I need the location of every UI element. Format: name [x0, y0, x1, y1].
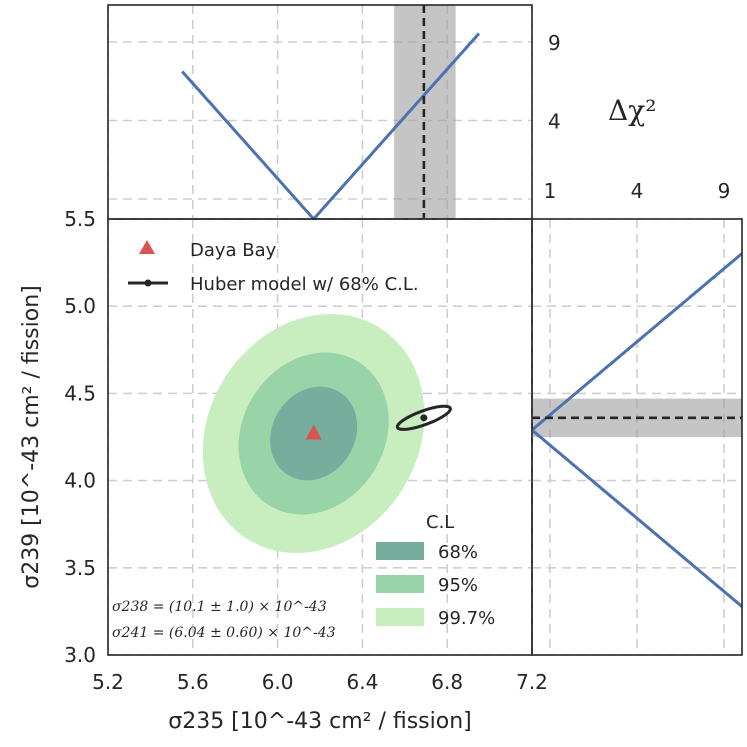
cl-legend-95-swatch	[376, 575, 424, 593]
sigma241-annotation: σ241 = (6.04 ± 0.60) × 10^-43	[112, 625, 336, 641]
huber-point	[420, 414, 428, 422]
x-tick-3: 6.4	[346, 670, 378, 694]
right-tick-labels: 1 4 9	[544, 179, 731, 203]
y-tick-labels: 3.0 3.5 4.0 4.5 5.0 5.5	[64, 207, 96, 667]
top-tick-1: 4	[548, 110, 561, 134]
sigma238-annotation: σ238 = (10.1 ± 1.0) × 10^-43	[112, 599, 327, 615]
top-tick-labels: 49	[548, 31, 561, 134]
y-tick-5: 5.5	[64, 207, 96, 231]
cl-legend-95-label: 95%	[438, 575, 478, 596]
legend-daya-bay-icon	[139, 240, 155, 254]
huber-model-marker	[395, 404, 452, 431]
top-tick-2: 9	[548, 31, 561, 55]
main-panel: 5.2 5.6 6.0 6.4 6.8 7.2 3.0 3.5 4.0 4.5 5.0 5.5 Da…	[64, 207, 548, 694]
y-tick-0: 3.0	[64, 643, 96, 667]
cl-legend-997-swatch	[376, 608, 424, 626]
top-panel: 49	[107, 4, 561, 220]
cl-legend-997-label: 99.7%	[438, 608, 495, 629]
cl-legend-title: C.L	[426, 512, 454, 533]
x-tick-0: 5.2	[92, 670, 124, 694]
daya-bay-marker	[305, 424, 322, 440]
top-chi2-curve	[181, 32, 481, 219]
x-tick-2: 6.0	[262, 670, 294, 694]
x-tick-5: 7.2	[516, 670, 548, 694]
x-tick-labels: 5.2 5.6 6.0 6.4 6.8 7.2	[92, 670, 548, 694]
main-frame	[107, 218, 533, 656]
x-axis-label: σ235 [10^-43 cm² / fission]	[168, 709, 472, 734]
legend-huber-dot	[144, 279, 152, 287]
top-grid	[107, 5, 533, 219]
x-tick-4: 6.8	[431, 670, 463, 694]
cl-legend-68-label: 68%	[438, 542, 478, 563]
y-axis-label: σ239 [10^-43 cm² / fission]	[19, 285, 44, 589]
right-tick-2: 9	[718, 179, 731, 203]
right-panel: 1 4 9	[531, 179, 743, 656]
right-tick-1: 4	[631, 179, 644, 203]
right-tick-0: 1	[544, 179, 557, 203]
y-tick-2: 4.0	[64, 469, 96, 493]
y-tick-4: 5.0	[64, 294, 96, 318]
y-tick-1: 3.5	[64, 556, 96, 580]
marker-legend: Daya Bay Huber model w/ 68% C.L.	[128, 240, 419, 295]
right-chi2-curve	[532, 251, 742, 609]
cl-legend-68-swatch	[376, 542, 424, 560]
huber-ellipse	[395, 404, 452, 431]
legend-huber-label: Huber model w/ 68% C.L.	[190, 274, 419, 295]
legend-daya-bay-label: Daya Bay	[190, 240, 277, 261]
top-frame	[107, 4, 533, 220]
y-tick-3: 4.5	[64, 381, 96, 405]
x-tick-1: 5.6	[177, 670, 209, 694]
cl-legend: C.L 68% 95% 99.7%	[376, 512, 495, 629]
delta-chi2-label: Δχ²	[608, 94, 656, 127]
